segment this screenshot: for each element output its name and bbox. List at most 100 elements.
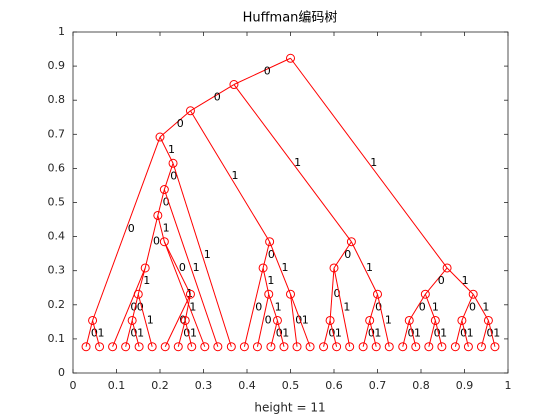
tree-node xyxy=(450,342,460,352)
x-tick-label: 0 xyxy=(70,379,77,392)
tree-node xyxy=(173,342,183,352)
tree-node xyxy=(153,210,163,220)
edge-label: 1 xyxy=(366,261,373,274)
tree-node xyxy=(272,315,282,325)
edge-label: 0 xyxy=(130,327,137,340)
tree-node xyxy=(127,315,137,325)
tree-node xyxy=(140,263,150,273)
tree-edge xyxy=(157,215,165,242)
tree-node xyxy=(442,263,452,273)
x-axis-label: height = 11 xyxy=(254,401,325,415)
tree-node xyxy=(463,342,473,352)
tree-node xyxy=(265,237,275,247)
tree-node xyxy=(185,289,195,299)
edge-label: 1 xyxy=(467,327,474,340)
tree-node xyxy=(476,342,486,352)
tree-node xyxy=(305,342,315,352)
tree-node xyxy=(134,342,144,352)
tree-node xyxy=(226,342,236,352)
tree-edge xyxy=(290,294,298,347)
tree-node xyxy=(258,263,268,273)
tree-node xyxy=(286,289,295,299)
tree-edge xyxy=(85,320,94,347)
edge-label: 0 xyxy=(344,248,351,261)
tree-node xyxy=(411,342,421,352)
edge-label: 1 xyxy=(302,313,309,326)
edge-label: 1 xyxy=(493,327,500,340)
tree-edge xyxy=(268,294,278,321)
tree-edge xyxy=(350,241,378,295)
tree-node xyxy=(365,315,375,325)
tree-node xyxy=(420,289,430,299)
tree-node xyxy=(292,342,302,352)
edge-label: 0 xyxy=(368,327,375,340)
tree-edge xyxy=(454,320,463,347)
y-tick-label: 0.7 xyxy=(48,127,66,140)
tree-node xyxy=(88,315,98,325)
tree-node xyxy=(108,342,118,352)
tree-edge xyxy=(369,320,377,347)
tree-edge xyxy=(256,294,270,347)
edge-label: 1 xyxy=(282,327,289,340)
edge-label: 1 xyxy=(462,274,469,287)
edge-label: 1 xyxy=(275,300,282,313)
x-tick-label: 0.2 xyxy=(151,379,169,392)
tree-node xyxy=(121,342,131,352)
tree-edge xyxy=(163,241,191,295)
x-tick-label: 0.5 xyxy=(282,379,300,392)
tree-node xyxy=(424,342,434,352)
edge-label: 0 xyxy=(177,117,184,130)
tree-edge xyxy=(329,320,338,347)
edge-label: 0 xyxy=(469,300,476,313)
tree-edge xyxy=(362,320,371,347)
tree-node xyxy=(373,289,382,299)
tree-edge xyxy=(472,293,489,321)
edge-label: 0 xyxy=(163,196,170,209)
edge-label: 0 xyxy=(419,300,426,313)
edge-label: 1 xyxy=(432,300,439,313)
tree-node xyxy=(147,342,157,352)
tree-node xyxy=(430,315,440,325)
tree-edge xyxy=(164,294,191,347)
edge-label: 0 xyxy=(334,287,341,300)
tree-edge xyxy=(159,136,174,164)
edge-label: 1 xyxy=(440,327,447,340)
tree-node xyxy=(160,342,170,352)
edge-label: 1 xyxy=(137,327,144,340)
edge-label: 0 xyxy=(137,300,144,313)
tree-node xyxy=(483,315,493,325)
edge-label: 0 xyxy=(276,327,283,340)
edge-label: 1 xyxy=(189,300,196,313)
tree-edge xyxy=(137,267,146,295)
tree-edge xyxy=(163,241,206,347)
tree-node xyxy=(279,342,289,352)
tree-node xyxy=(358,342,368,352)
tree-node xyxy=(264,289,274,299)
x-tick-label: 0.4 xyxy=(238,379,256,392)
tree-node xyxy=(133,289,143,299)
tree-node xyxy=(81,342,91,352)
tree-node xyxy=(286,53,295,63)
y-tick-label: 1 xyxy=(58,25,65,38)
y-tick-label: 0.3 xyxy=(48,264,66,277)
tree-node xyxy=(404,315,414,325)
edge-label: 1 xyxy=(267,274,274,287)
edge-label: 1 xyxy=(143,274,150,287)
y-tick-label: 0.8 xyxy=(48,93,66,106)
tree-edge xyxy=(112,267,146,347)
tree-node xyxy=(319,342,329,352)
edge-label: 0 xyxy=(328,327,335,340)
edge-label: 1 xyxy=(163,222,170,235)
tree-node xyxy=(437,342,447,352)
tree-node xyxy=(332,342,342,352)
y-tick-label: 0.9 xyxy=(48,59,66,72)
x-tick-label: 0.8 xyxy=(412,379,430,392)
edge-label: 0 xyxy=(128,222,135,235)
tree-node xyxy=(159,237,169,247)
tree-node xyxy=(346,237,356,247)
tree-edge xyxy=(163,189,219,347)
tree-node xyxy=(457,315,467,325)
tree-edge xyxy=(233,84,352,243)
edge-label: 1 xyxy=(193,261,200,274)
